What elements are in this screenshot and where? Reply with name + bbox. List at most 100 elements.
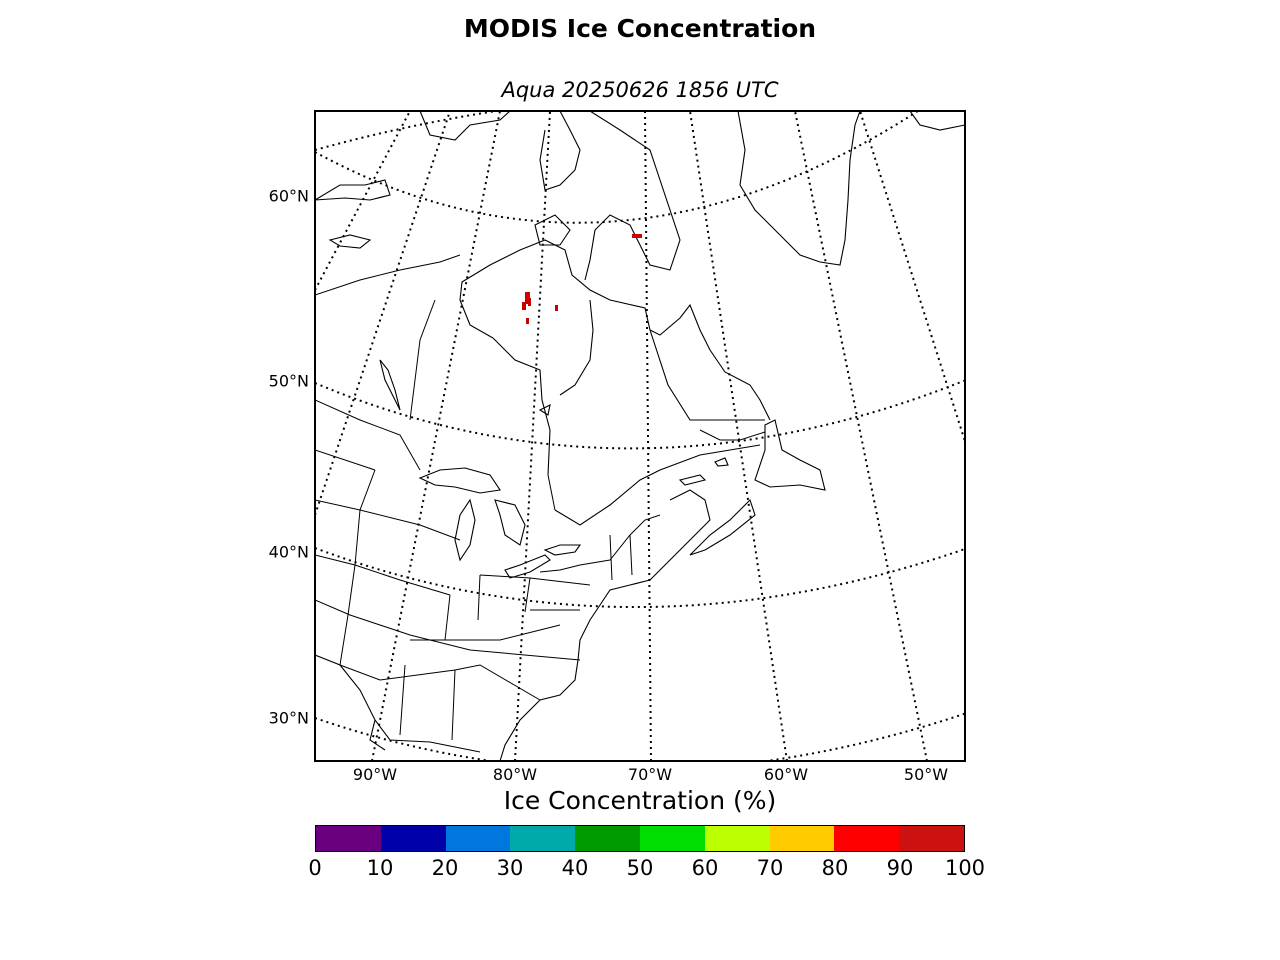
maine-coast [649,489,711,581]
meridian-90w [371,111,501,761]
ice-pixel [555,305,558,311]
colorbar-segment [899,826,964,851]
state-line-17 [629,534,633,576]
greenland-coast [737,111,861,266]
lake-winnipeg [379,359,401,411]
parallel-60n [315,111,920,224]
ice-pixel [525,292,530,304]
lon-label-60w: 60°W [763,765,809,784]
greenland-east [909,111,965,131]
map-title: MODIS Ice Concentration [463,14,817,43]
baffin-island [584,111,681,281]
state-line-5 [339,664,541,701]
meridian-80w [514,111,551,761]
state-line-10 [354,509,361,566]
state-line-4 [315,599,581,661]
anticosti [678,474,707,486]
colorbar-segment [704,826,770,851]
colorbar [315,825,965,852]
great-lakes-ontario [543,544,582,556]
ice-pixel [632,234,642,238]
colorbar-segment [769,826,835,851]
map-frame [314,110,966,762]
parallel-40n [315,547,965,609]
ice-pixel [526,318,529,324]
hudson-islands [538,404,551,416]
arctic-islands-2 [419,111,511,141]
colorbar-tick-label: 80 [821,856,849,880]
state-line-19 [524,577,531,613]
lat-label-40n: 40°N [268,542,309,562]
ice-pixel [522,302,526,310]
southampton-island [534,214,571,246]
colorbar-segment [834,826,900,851]
ice-concentration-pixels [522,234,642,324]
us-canada-border-east [539,514,661,573]
labrador-quebec-border [699,429,766,441]
manitoba-ontario-border [409,299,436,421]
colorbar-segment [445,826,511,851]
meridian-50w [794,111,928,761]
quebec-ontario-border [547,474,556,511]
ice-pixel [528,298,531,306]
hudson-bay-coast [459,239,771,421]
nunavut-border [315,254,461,296]
gulf-coast [315,654,481,753]
state-line-8 [410,624,561,641]
political-borders [315,254,766,741]
arctic-islands-1 [315,179,391,201]
colorbar-tick-label: 100 [944,856,986,880]
graticule-meridians [315,111,965,761]
colorbar-segment [380,826,446,851]
meridian-110w [315,111,411,291]
state-line-15 [451,669,456,741]
state-line-1 [315,449,376,471]
lon-label-90w: 90°W [352,765,398,784]
parallel-70n [315,111,504,151]
meridian-60w [689,111,788,761]
state-line-12 [339,614,349,666]
colorbar-tick-label: 60 [691,856,719,880]
james-bay [559,299,594,396]
colorbar-tick-label: 0 [308,856,322,880]
colorbar-tick-label: 20 [431,856,459,880]
lon-label-50w: 50°W [903,765,949,784]
state-line-18 [477,574,481,621]
colorbar-tick-label: 50 [626,856,654,880]
great-lakes-huron [494,499,526,546]
colorbar-segment [316,826,381,851]
lon-label-80w: 80°W [492,765,538,784]
graticule-parallels [315,111,965,761]
state-line-2 [315,499,461,541]
meridian-100w [315,111,451,516]
colorbar-segment [639,826,705,851]
colorbar-tick-label: 90 [886,856,914,880]
baffin-north [539,111,581,191]
colorbar-segment [575,826,640,851]
great-lakes-michigan [454,498,476,562]
st-lawrence-gulf [554,444,761,526]
meridian-70w [644,111,652,761]
state-line-13 [444,594,451,641]
meridian-40w [859,111,965,445]
state-line-11 [347,564,356,616]
lat-label-30n: 30°N [268,708,309,728]
us-canada-border [315,399,421,471]
lat-label-50n: 50°N [268,371,309,391]
state-line-14 [399,664,406,736]
arctic-islands-3 [328,234,372,249]
lon-label-70w: 70°W [627,765,673,784]
state-line-16 [609,534,613,581]
colorbar-tick-label: 40 [561,856,589,880]
state-line-3 [315,554,451,596]
prince-edward-island [714,457,729,467]
coastlines [315,111,965,761]
colorbar-tick-label: 70 [756,856,784,880]
florida-west [369,719,386,751]
map-subtitle: Aqua 20250626 1856 UTC [501,78,779,102]
state-line-6 [479,574,591,586]
colorbar-tick-label: 10 [366,856,394,880]
nova-scotia [689,498,756,556]
colorbar-segment [510,826,576,851]
